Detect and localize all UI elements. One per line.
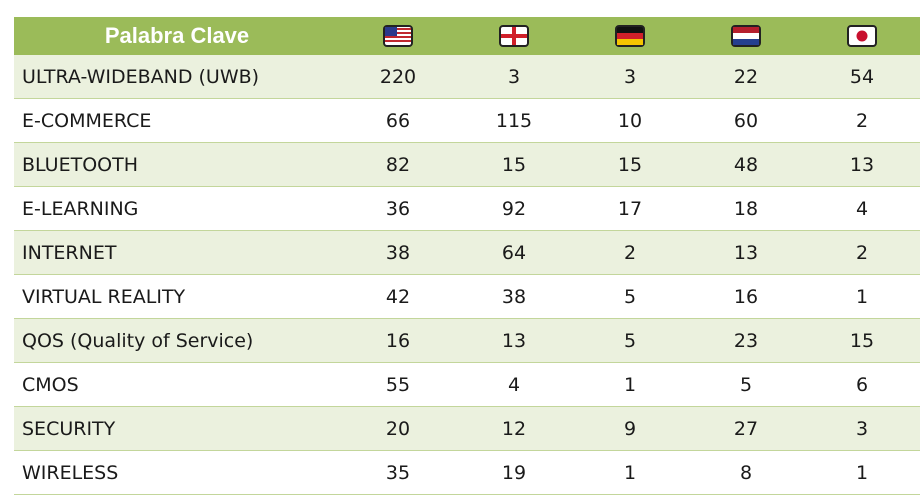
keyword-cell: CMOS xyxy=(14,362,340,407)
flag-germany xyxy=(572,17,688,55)
keyword-cell: E-COMMERCE xyxy=(14,98,340,143)
count-cell: 3 xyxy=(804,406,920,451)
count-cell: 20 xyxy=(340,406,456,451)
count-cell: 60 xyxy=(688,98,804,143)
count-cell: 54 xyxy=(804,54,920,99)
count-cell: 22 xyxy=(688,54,804,99)
count-cell: 13 xyxy=(456,318,572,363)
flag-icon xyxy=(499,24,529,47)
count-cell: 115 xyxy=(456,98,572,143)
flag-us xyxy=(340,17,456,55)
table-row: QOS (Quality of Service) 16 13 5 23 15 xyxy=(14,318,920,363)
table-body: ULTRA-WIDEBAND (UWB) 220 3 3 22 54 E-COMMERCE 6… xyxy=(14,54,920,495)
count-cell: 12 xyxy=(456,406,572,451)
count-cell: 5 xyxy=(688,362,804,407)
count-cell: 4 xyxy=(804,186,920,231)
count-cell: 16 xyxy=(688,274,804,319)
count-cell: 42 xyxy=(340,274,456,319)
table-row: BLUETOOTH 82 15 15 48 13 xyxy=(14,142,920,187)
count-cell: 64 xyxy=(456,230,572,275)
count-cell: 1 xyxy=(572,450,688,495)
table-row: SECURITY 20 12 9 27 3 xyxy=(14,406,920,451)
count-cell: 18 xyxy=(688,186,804,231)
keyword-table: Palabra Clave xyxy=(14,17,920,495)
table-row: CMOS 55 4 1 5 6 xyxy=(14,362,920,407)
flag-icon xyxy=(731,24,761,47)
count-cell: 8 xyxy=(688,450,804,495)
count-cell: 1 xyxy=(804,274,920,319)
count-cell: 6 xyxy=(804,362,920,407)
flag-japan xyxy=(804,17,920,55)
count-cell: 5 xyxy=(572,318,688,363)
count-cell: 15 xyxy=(456,142,572,187)
count-cell: 2 xyxy=(804,98,920,143)
count-cell: 4 xyxy=(456,362,572,407)
count-cell: 3 xyxy=(572,54,688,99)
count-cell: 13 xyxy=(688,230,804,275)
count-cell: 13 xyxy=(804,142,920,187)
flag-netherlands xyxy=(688,17,804,55)
count-cell: 1 xyxy=(804,450,920,495)
count-cell: 27 xyxy=(688,406,804,451)
flag-icon xyxy=(847,24,877,47)
keyword-cell: QOS (Quality of Service) xyxy=(14,318,340,363)
flag-icon xyxy=(615,24,645,47)
count-cell: 19 xyxy=(456,450,572,495)
table-row: WIRELESS 35 19 1 8 1 xyxy=(14,450,920,495)
count-cell: 82 xyxy=(340,142,456,187)
keyword-cell: WIRELESS xyxy=(14,450,340,495)
count-cell: 15 xyxy=(572,142,688,187)
table-row: ULTRA-WIDEBAND (UWB) 220 3 3 22 54 xyxy=(14,54,920,99)
header-keyword: Palabra Clave xyxy=(14,17,340,55)
count-cell: 36 xyxy=(340,186,456,231)
flag-england xyxy=(456,17,572,55)
count-cell: 2 xyxy=(804,230,920,275)
flag-icon xyxy=(383,24,413,47)
count-cell: 16 xyxy=(340,318,456,363)
count-cell: 5 xyxy=(572,274,688,319)
count-cell: 220 xyxy=(340,54,456,99)
table-row: VIRTUAL REALITY 42 38 5 16 1 xyxy=(14,274,920,319)
count-cell: 23 xyxy=(688,318,804,363)
count-cell: 17 xyxy=(572,186,688,231)
count-cell: 48 xyxy=(688,142,804,187)
count-cell: 2 xyxy=(572,230,688,275)
count-cell: 35 xyxy=(340,450,456,495)
count-cell: 9 xyxy=(572,406,688,451)
count-cell: 3 xyxy=(456,54,572,99)
count-cell: 1 xyxy=(572,362,688,407)
count-cell: 92 xyxy=(456,186,572,231)
count-cell: 38 xyxy=(340,230,456,275)
keyword-cell: VIRTUAL REALITY xyxy=(14,274,340,319)
count-cell: 55 xyxy=(340,362,456,407)
count-cell: 38 xyxy=(456,274,572,319)
keyword-cell: SECURITY xyxy=(14,406,340,451)
keyword-cell: BLUETOOTH xyxy=(14,142,340,187)
keyword-cell: ULTRA-WIDEBAND (UWB) xyxy=(14,54,340,99)
count-cell: 66 xyxy=(340,98,456,143)
count-cell: 10 xyxy=(572,98,688,143)
table-row: INTERNET 38 64 2 13 2 xyxy=(14,230,920,275)
count-cell: 15 xyxy=(804,318,920,363)
keyword-cell: INTERNET xyxy=(14,230,340,275)
keyword-cell: E-LEARNING xyxy=(14,186,340,231)
header-row: Palabra Clave xyxy=(14,17,920,55)
table-row: E-LEARNING 36 92 17 18 4 xyxy=(14,186,920,231)
table-row: E-COMMERCE 66 115 10 60 2 xyxy=(14,98,920,143)
